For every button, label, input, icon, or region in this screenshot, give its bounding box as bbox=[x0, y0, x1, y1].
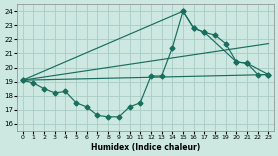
X-axis label: Humidex (Indice chaleur): Humidex (Indice chaleur) bbox=[91, 143, 200, 152]
